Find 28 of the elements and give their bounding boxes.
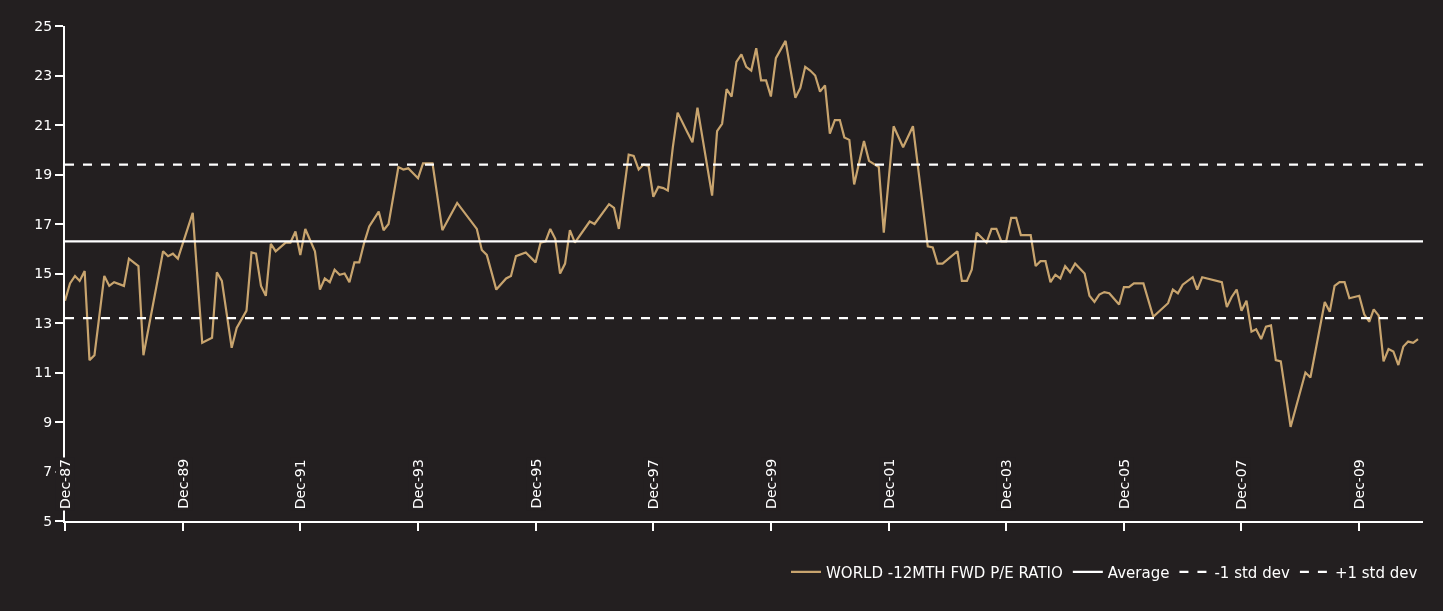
y-tick-label: 13 [34,314,53,331]
y-tick-label: 15 [34,265,53,282]
y-tick-label: 5 [43,512,53,529]
x-tick-label: Dec-95 [527,458,544,509]
y-tick-label: 11 [34,364,53,381]
x-tick-label: Dec-01 [880,458,897,509]
y-tick-label: 25 [34,17,53,34]
legend-label: Average [1107,563,1170,582]
x-tick-label: Dec-89 [174,458,191,509]
y-tick-label: 23 [34,67,53,84]
x-tick-label: Dec-93 [410,459,427,510]
y-tick-label: 17 [34,215,53,232]
y-tick-label: 21 [34,116,53,133]
x-tick-label: Dec-09 [1351,459,1368,510]
x-tick-label: Dec-07 [1233,459,1250,510]
x-tick-label: Dec-97 [645,459,662,510]
x-tick-label: Dec-99 [762,458,779,509]
legend-label: WORLD -12MTH FWD P/E RATIO [826,563,1063,582]
legend-label: -1 std dev [1214,563,1290,582]
legend-label: +1 std dev [1334,563,1418,582]
x-tick-label: Dec-91 [292,459,309,510]
y-tick-label: 9 [43,413,53,430]
y-tick-label: 7 [43,463,53,480]
y-tick-label: 19 [34,166,53,183]
x-tick-label: Dec-05 [1115,458,1132,509]
line-series [65,39,1420,429]
x-tick-label: Dec-03 [998,459,1015,510]
x-tick-label: Dec-87 [57,459,73,509]
